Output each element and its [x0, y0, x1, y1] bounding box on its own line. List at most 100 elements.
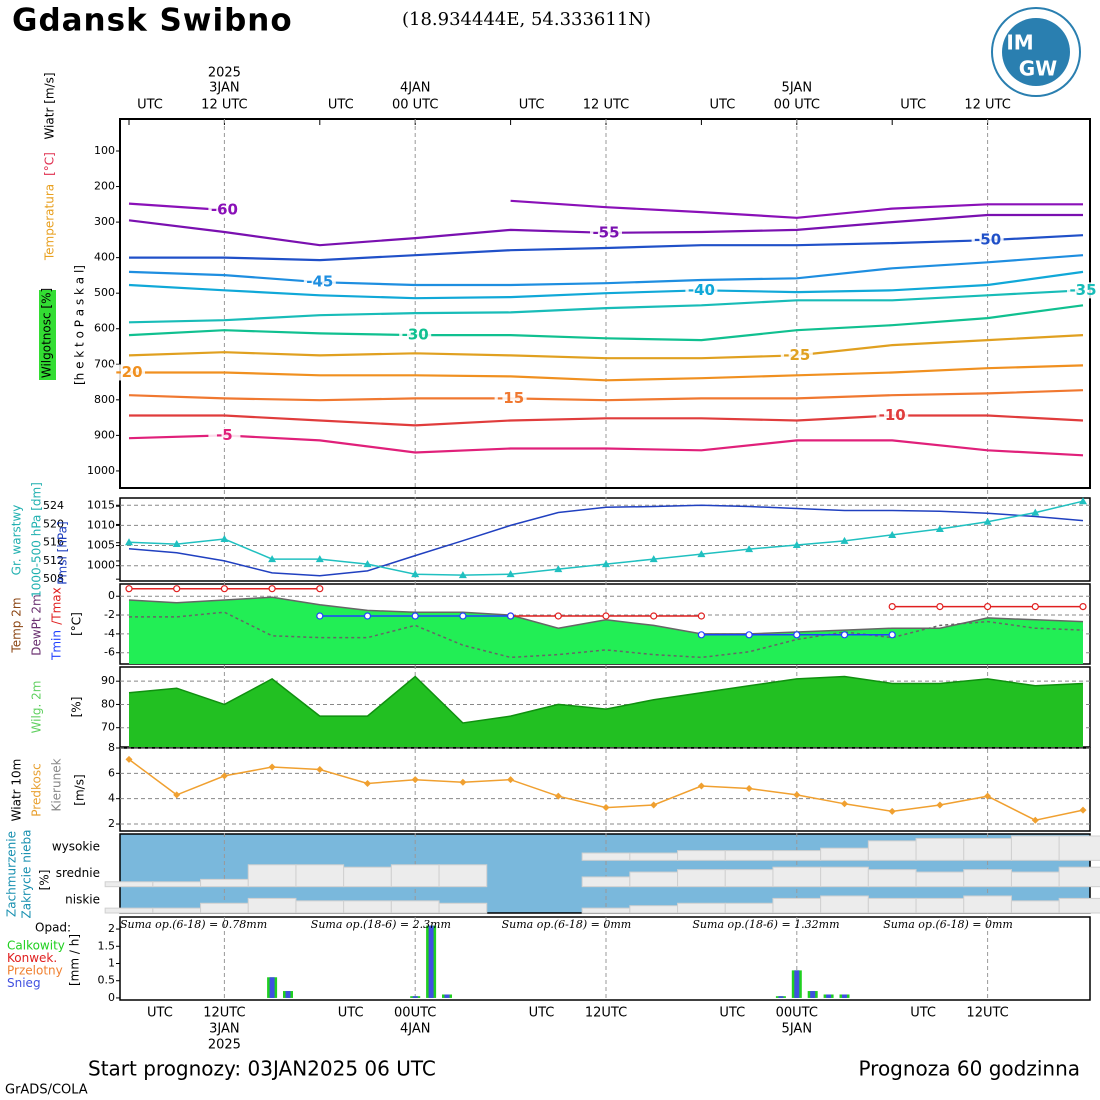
cloud-bar: [581, 876, 631, 888]
marker: [888, 807, 896, 815]
marker: [554, 792, 562, 800]
marker: [602, 804, 610, 812]
marker: [506, 570, 515, 578]
y-tick-label: 516: [43, 536, 64, 549]
series-line: [129, 611, 1084, 659]
series-line: [128, 675, 1084, 724]
cloud-bar: [152, 881, 202, 888]
time-tick-label: 12 UTC: [964, 98, 1010, 113]
axis-label: Zachmurzenie: [5, 831, 19, 917]
precip-bar: [826, 994, 832, 998]
marker: [364, 779, 371, 787]
marker: [745, 785, 753, 793]
isotherm-label-bg: [208, 427, 241, 444]
cloud-bar: [867, 869, 917, 888]
isotherm-label-bg: [494, 390, 527, 407]
cloud-bar: [629, 852, 679, 861]
marker: [125, 585, 133, 593]
time-tick-label: UTC: [137, 98, 163, 113]
humidity-label-box: [39, 290, 56, 380]
y-tick-label: 600: [94, 322, 115, 335]
cloud-bar: [1010, 835, 1060, 861]
axis-label: [°C]: [70, 612, 84, 636]
marker: [793, 631, 801, 639]
cloud-bar: [247, 897, 297, 914]
cloud-bar: [343, 900, 392, 914]
time-tick-label: UTC: [529, 1006, 555, 1021]
axis-label: Gr. warstwy: [10, 505, 24, 576]
isotherm: [128, 304, 1084, 342]
time-tick-label: 12UTC: [585, 1006, 627, 1021]
marker: [268, 763, 276, 771]
marker: [697, 782, 705, 790]
y-tick-label: 524: [43, 499, 64, 512]
y-tick-label: 90: [101, 674, 115, 687]
isotherm-label: -5: [216, 426, 233, 444]
marker: [173, 791, 181, 799]
y-tick-label: 2: [108, 922, 115, 935]
axis-label: Zakrycie nieba: [20, 830, 34, 919]
cloud-bar: [772, 850, 822, 861]
cloud-bar: [963, 837, 1012, 861]
credit: GrADS/COLA: [5, 1083, 88, 1098]
y-tick-label: 6: [108, 766, 115, 779]
cloud-bar: [152, 907, 202, 914]
marker: [602, 560, 610, 568]
cloud-bar: [915, 871, 965, 888]
marker: [841, 800, 848, 808]
isotherm-label: -50: [974, 231, 1001, 249]
marker: [840, 536, 849, 544]
marker: [411, 612, 419, 620]
axis-label: Wiatr 10m: [10, 759, 24, 822]
precip-bar: [444, 994, 450, 998]
isotherm-label: -30: [402, 326, 429, 344]
cloud-bar: [820, 895, 869, 914]
marker: [268, 555, 277, 563]
y-tick-label: 1: [108, 956, 115, 969]
isotherm: [128, 389, 1084, 402]
y-tick-label: 1000: [87, 464, 115, 477]
axis-label: 1000-500 hPa [dm]: [30, 482, 44, 598]
cloud-bar: [247, 864, 297, 888]
cloud-bar: [1058, 897, 1100, 914]
legend-entry: Calkowity: [7, 939, 65, 953]
marker: [888, 631, 896, 639]
y-tick-label: 2: [108, 817, 115, 830]
marker: [1031, 816, 1039, 824]
time-tick-label: UTC: [519, 98, 545, 113]
marker: [745, 631, 753, 639]
isotherm-label: -55: [592, 223, 619, 241]
isotherm: [129, 364, 1084, 382]
marker: [554, 565, 563, 573]
y-tick-label: 512: [43, 554, 64, 567]
y-tick-label: 520: [43, 517, 64, 530]
y-tick-label: 0: [108, 991, 115, 1004]
marker: [507, 776, 515, 784]
precip-sum: Suma op.(6-18) = 0mm: [883, 918, 1013, 931]
axis-label: Wiatr [m/s]: [43, 72, 57, 139]
cloud-bar: [343, 866, 392, 888]
isotherm-label-bg: [1067, 282, 1099, 299]
isotherm-label-bg: [876, 407, 909, 424]
marker: [935, 525, 944, 533]
precip-bar: [412, 996, 418, 998]
marker: [554, 612, 562, 620]
y-tick-label: 1015: [87, 498, 115, 511]
axis-label: [m/s]: [73, 774, 87, 805]
cloud-bar: [1010, 871, 1060, 888]
cloud-bar: [438, 902, 488, 914]
y-tick-label: 1000: [87, 559, 115, 572]
y-tick-label: 200: [94, 180, 115, 193]
marker: [1031, 602, 1039, 611]
y-tick-label: 900: [94, 428, 115, 441]
axis-label: Temp 2m: [10, 597, 24, 653]
y-tick-label: -2: [104, 608, 115, 621]
marker: [220, 585, 228, 593]
isotherm: [128, 254, 1084, 287]
marker: [983, 517, 992, 525]
y-tick-label: 500: [94, 286, 115, 299]
precip-bar: [269, 977, 275, 998]
date-label: 3JAN: [209, 81, 240, 96]
isotherm-label-bg: [780, 347, 813, 364]
cloud-bar: [724, 902, 774, 914]
